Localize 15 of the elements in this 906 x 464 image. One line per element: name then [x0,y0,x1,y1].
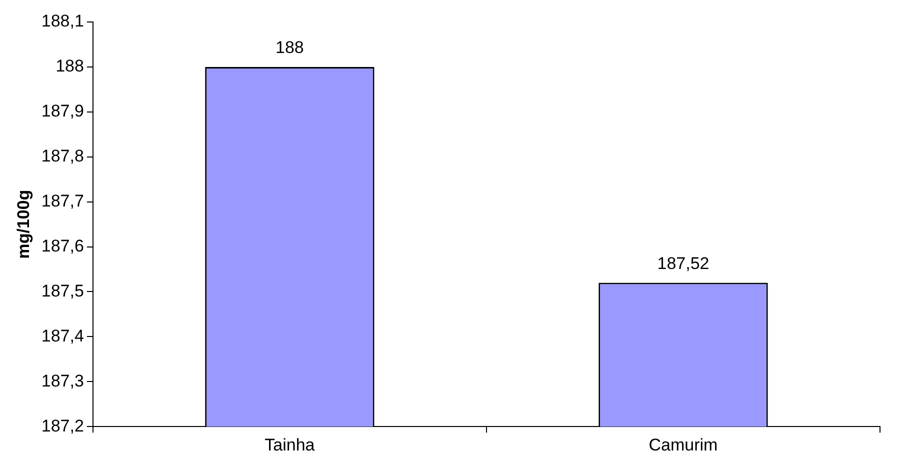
x-tick-label: Tainha [264,435,316,454]
y-tick-label: 187,2 [41,416,84,436]
y-tick-label: 187,6 [41,236,84,256]
x-tick-label: Camurim [648,435,718,454]
y-tick-label: 188 [56,56,84,76]
data-label: 188 [276,38,304,58]
data-label: 187,52 [657,254,710,273]
y-tick-label: 187,7 [41,192,84,211]
y-tick-label: 187,4 [41,326,84,346]
y-tick-label: 188,1 [41,12,84,31]
y-tick-label: 187,9 [41,102,84,121]
y-axis-title: mg/100g [14,190,33,259]
y-tick-label: 187,5 [41,281,84,300]
y-tick-label: 187,3 [41,371,84,390]
y-tick-label: 187,8 [41,146,84,166]
